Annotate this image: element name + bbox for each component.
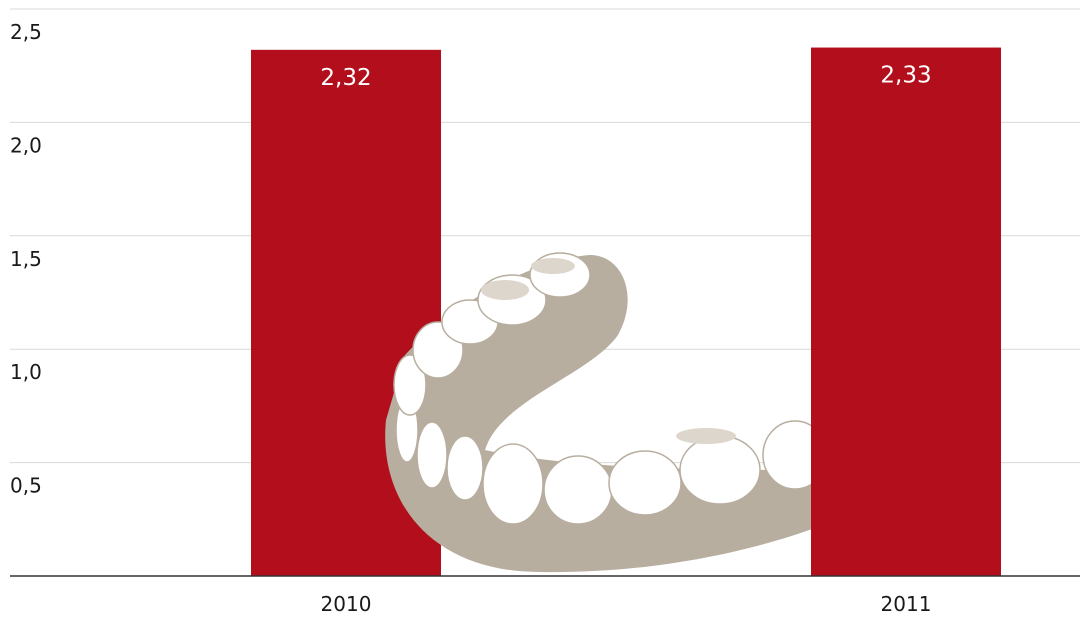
x-tick-label: 2010 bbox=[321, 592, 372, 616]
teeth-illustration bbox=[385, 252, 828, 573]
bar-layer bbox=[811, 47, 1001, 576]
tooth bbox=[416, 421, 448, 489]
y-tick-label: 2,0 bbox=[10, 133, 42, 157]
y-tick-label: 0,5 bbox=[10, 474, 42, 498]
tooth bbox=[543, 455, 613, 525]
y-tick-label: 1,0 bbox=[10, 360, 42, 384]
tooth bbox=[482, 443, 544, 525]
tooth bbox=[393, 354, 427, 416]
tooth bbox=[446, 435, 484, 501]
tooth bbox=[608, 450, 682, 516]
y-tick-label: 2,5 bbox=[10, 20, 42, 44]
tooth bbox=[679, 435, 761, 505]
x-tick-label: 2011 bbox=[881, 592, 932, 616]
gum bbox=[385, 255, 815, 573]
tooth-top bbox=[676, 428, 736, 444]
value-label: 2,32 bbox=[320, 65, 371, 91]
labels: 0,5 1,0 1,5 2,0 2,5 2,32 2010 2,33 2011 bbox=[10, 20, 1080, 616]
value-label: 2,33 bbox=[880, 63, 931, 89]
y-tick-label: 1,5 bbox=[10, 247, 42, 271]
tooth-top bbox=[481, 280, 529, 300]
tooth-top bbox=[531, 258, 575, 274]
bar bbox=[811, 47, 1001, 576]
